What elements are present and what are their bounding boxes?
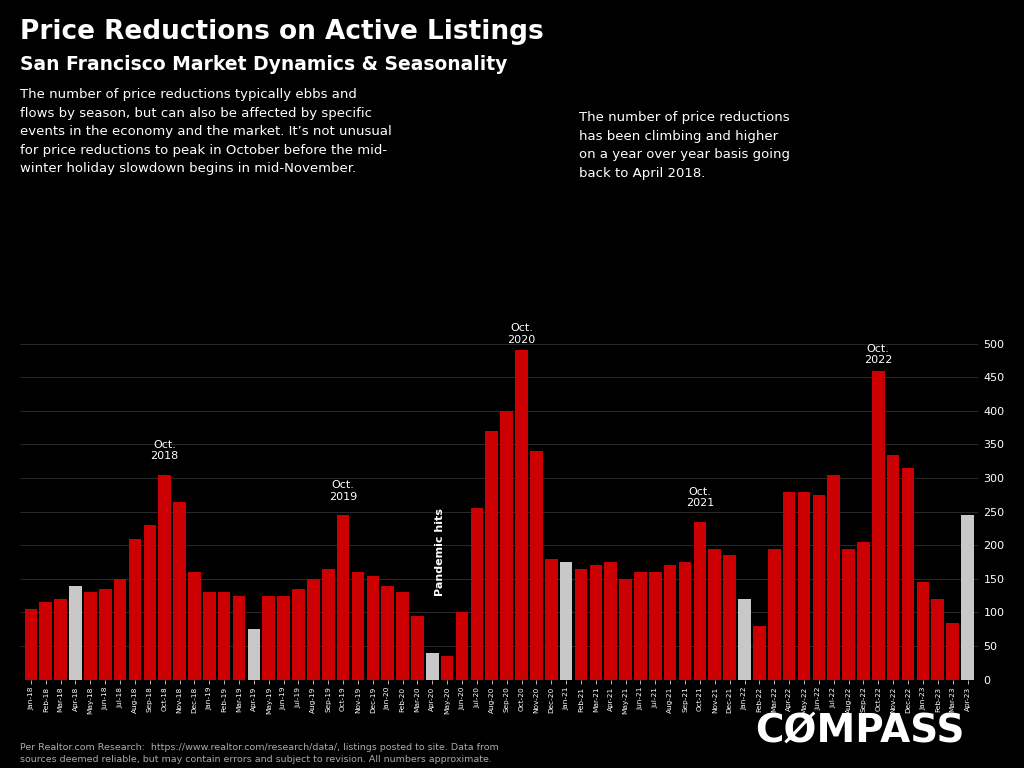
Bar [411, 616, 424, 680]
Bar [114, 579, 126, 680]
Bar [143, 525, 156, 680]
Bar [278, 596, 290, 680]
Bar [872, 370, 885, 680]
Bar [545, 559, 557, 680]
Text: Per Realtor.com Research:  https://www.realtor.com/research/data/, listings post: Per Realtor.com Research: https://www.re… [20, 743, 500, 764]
Bar [827, 475, 840, 680]
Bar [604, 562, 617, 680]
Bar [351, 572, 365, 680]
Bar [396, 592, 409, 680]
Bar [932, 599, 944, 680]
Text: Price Reductions on Active Listings: Price Reductions on Active Listings [20, 19, 544, 45]
Text: Oct.
2018: Oct. 2018 [151, 439, 179, 462]
Bar [84, 592, 96, 680]
Bar [441, 656, 454, 680]
Bar [292, 589, 305, 680]
Bar [782, 492, 796, 680]
Text: Oct.
2020: Oct. 2020 [507, 323, 536, 345]
Bar [40, 602, 52, 680]
Bar [946, 623, 958, 680]
Bar [590, 565, 602, 680]
Bar [753, 626, 766, 680]
Bar [471, 508, 483, 680]
Bar [456, 613, 468, 680]
Text: Oct.
2021: Oct. 2021 [686, 487, 714, 508]
Bar [426, 653, 438, 680]
Bar [159, 475, 171, 680]
Bar [962, 515, 974, 680]
Text: Pandemic hits: Pandemic hits [435, 508, 444, 596]
Bar [738, 599, 751, 680]
Bar [501, 411, 513, 680]
Bar [218, 592, 230, 680]
Bar [723, 555, 736, 680]
Bar [99, 589, 112, 680]
Bar [188, 572, 201, 680]
Bar [649, 572, 662, 680]
Bar [709, 548, 721, 680]
Text: Oct.
2022: Oct. 2022 [864, 343, 893, 365]
Bar [367, 575, 379, 680]
Bar [530, 451, 543, 680]
Bar [812, 495, 825, 680]
Bar [902, 468, 914, 680]
Bar [322, 569, 335, 680]
Bar [232, 596, 246, 680]
Bar [203, 592, 216, 680]
Bar [25, 609, 37, 680]
Bar [129, 538, 141, 680]
Bar [262, 596, 275, 680]
Text: The number of price reductions
has been climbing and higher
on a year over year : The number of price reductions has been … [579, 111, 790, 180]
Text: San Francisco Market Dynamics & Seasonality: San Francisco Market Dynamics & Seasonal… [20, 55, 508, 74]
Bar [857, 542, 869, 680]
Bar [54, 599, 67, 680]
Bar [485, 431, 498, 680]
Bar [560, 562, 572, 680]
Bar [173, 502, 186, 680]
Bar [679, 562, 691, 680]
Bar [798, 492, 810, 680]
Bar [634, 572, 647, 680]
Bar [620, 579, 632, 680]
Bar [664, 565, 677, 680]
Bar [574, 569, 588, 680]
Bar [693, 521, 707, 680]
Bar [916, 582, 929, 680]
Bar [768, 548, 780, 680]
Bar [307, 579, 319, 680]
Bar [887, 455, 899, 680]
Bar [843, 548, 855, 680]
Bar [70, 585, 82, 680]
Text: Oct.
2019: Oct. 2019 [329, 480, 357, 502]
Bar [515, 350, 527, 680]
Text: The number of price reductions typically ebbs and
flows by season, but can also : The number of price reductions typically… [20, 88, 392, 175]
Bar [337, 515, 349, 680]
Text: CØMPASS: CØMPASS [756, 712, 965, 750]
Bar [248, 629, 260, 680]
Bar [381, 585, 394, 680]
